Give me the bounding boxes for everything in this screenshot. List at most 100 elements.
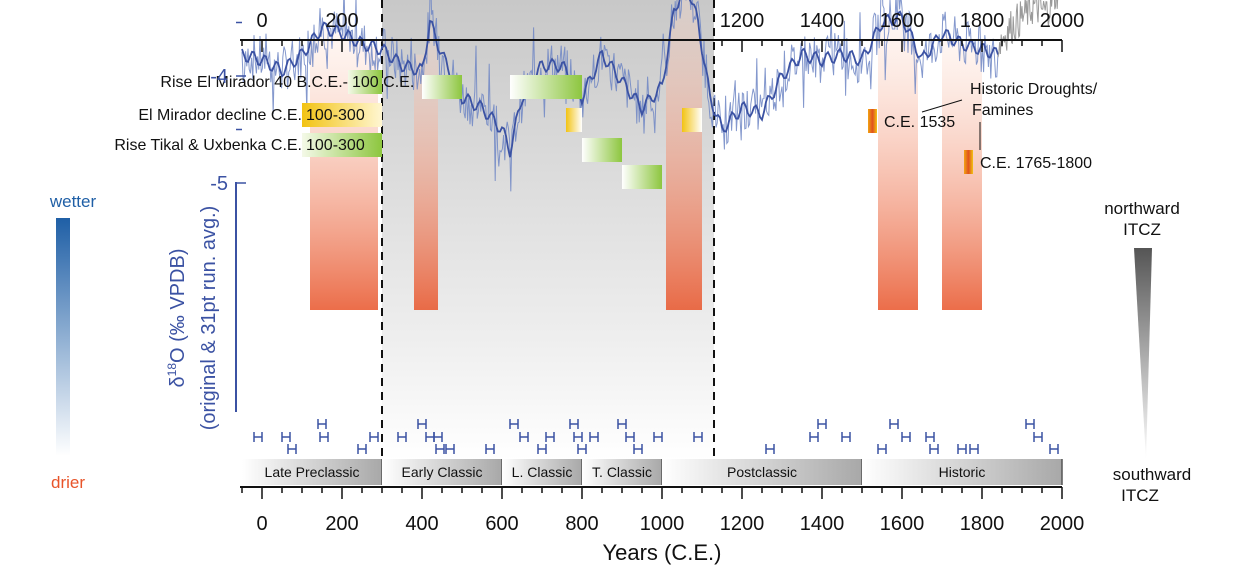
period-boxes: Late Preclassic Early Classic L. Classic T.… [242,459,1063,485]
bottom-tick-label: 200 [325,513,358,535]
northward-itcz-label: ITCZ [1123,220,1161,239]
period-box [382,459,502,485]
dating-point [397,432,407,442]
dating-point [809,432,819,442]
dating-point [317,419,327,429]
dating-point [877,444,887,454]
dating-point [485,444,495,454]
dating-point [625,432,635,442]
bottom-tick-label: 1400 [800,513,845,535]
dating-point [925,432,935,442]
x-axis-label: Years (C.E.) [602,540,721,565]
event-label: Rise Tikal & Uxbenka C.E. [114,137,302,154]
dating-point [537,444,547,454]
drought-marker [868,109,877,133]
dating-point [287,444,297,454]
period-label: Late Preclassic [265,464,360,480]
dating-point [319,432,329,442]
dating-point [633,444,643,454]
top-tick-label: 1600 [880,10,925,32]
modern-grey-series [997,0,1059,58]
dating-point [617,419,627,429]
dating-point [253,432,263,442]
event-label-highlight [348,70,382,94]
y-axis-label-main: δ18O (‰ VPDB) [165,249,189,388]
event-bar [682,108,702,132]
dating-points [253,419,1059,454]
period-label: Historic [939,464,986,480]
drought-label: C.E. 1535 [884,114,955,131]
top-tick-label: 1200 [720,10,765,32]
dating-point [765,444,775,454]
event-label-highlight [302,133,382,157]
bottom-tick-label: 0 [256,513,267,535]
drought-title-1: Historic Droughts/ [970,81,1098,98]
top-tick-label: 2000 [1040,10,1085,32]
event-bar [622,165,662,189]
dry-interval [942,33,982,310]
southward-itcz-label: ITCZ [1121,486,1159,505]
bottom-tick-label: 1200 [720,513,765,535]
bottom-tick-label: 1600 [880,513,925,535]
dry-intervals [310,0,982,311]
event-bar [510,75,582,99]
dating-point [957,444,967,454]
period-label: Early Classic [402,464,483,480]
dating-point [435,444,445,454]
top-tick-label: 1800 [960,10,1005,32]
period-label: T. Classic [592,464,652,480]
event-label-range: 100-300 [306,107,365,124]
dating-point [369,432,379,442]
northward-label: northward [1104,199,1180,218]
y-tick-label: -5 [210,173,228,195]
drought-marker [964,150,973,174]
dating-point [573,432,583,442]
dry-interval [878,17,918,310]
event-label-highlight [302,103,382,127]
bottom-tick-label: 800 [565,513,598,535]
dating-point [901,432,911,442]
period-box [662,459,862,485]
y-tick-label: -4 [210,66,228,88]
dating-point [841,432,851,442]
dry-interval [666,0,702,310]
period-box [582,459,662,485]
dating-point [281,432,291,442]
period-box [862,459,1062,485]
bottom-tick-label: 600 [485,513,518,535]
event-label: El Mirador decline C.E. [138,107,302,124]
dating-point [693,432,703,442]
dating-point [509,419,519,429]
bottom-tick-label: 400 [405,513,438,535]
dry-interval [414,22,438,310]
southward-label: southward [1113,465,1191,484]
event-label: Rise El Mirador 40 B.C.E.- [160,74,348,91]
dating-point [1033,432,1043,442]
axes: 0 0 200 200 400 600 800 1000 1200 1200 1400 1400 160… [210,10,1085,535]
drought-title-2: Famines [972,102,1033,119]
dry-interval [310,27,378,311]
dating-point [519,432,529,442]
period-label: L. Classic [512,464,573,480]
drier-label: drier [51,473,85,492]
bottom-tick-label: 2000 [1040,513,1085,535]
top-tick-label: 1400 [800,10,845,32]
wetter-drier-scale [56,218,70,456]
modern-grey-line [997,0,1059,58]
event-bar [566,108,582,132]
event-bar [582,138,622,162]
drought-label: C.E. 1765-1800 [980,155,1092,172]
dating-point [417,419,427,429]
top-tick-label: 200 [325,10,358,32]
bottom-tick-label: 1000 [640,513,685,535]
dating-point [817,419,827,429]
running-average-series [241,0,999,158]
bottom-tick-label: 1800 [960,513,1005,535]
dating-point [1025,419,1035,429]
dating-point [589,432,599,442]
event-label-range: 100 C.E. [352,74,414,91]
period-box [242,459,382,485]
wetter-label: wetter [49,192,97,211]
event-bars: Rise El Mirador 40 B.C.E.- 100 C.E. El Mir… [114,70,1092,189]
chart-text: Years (C.E.) δ18O (‰ VPDB) (original & 3… [49,81,1191,565]
